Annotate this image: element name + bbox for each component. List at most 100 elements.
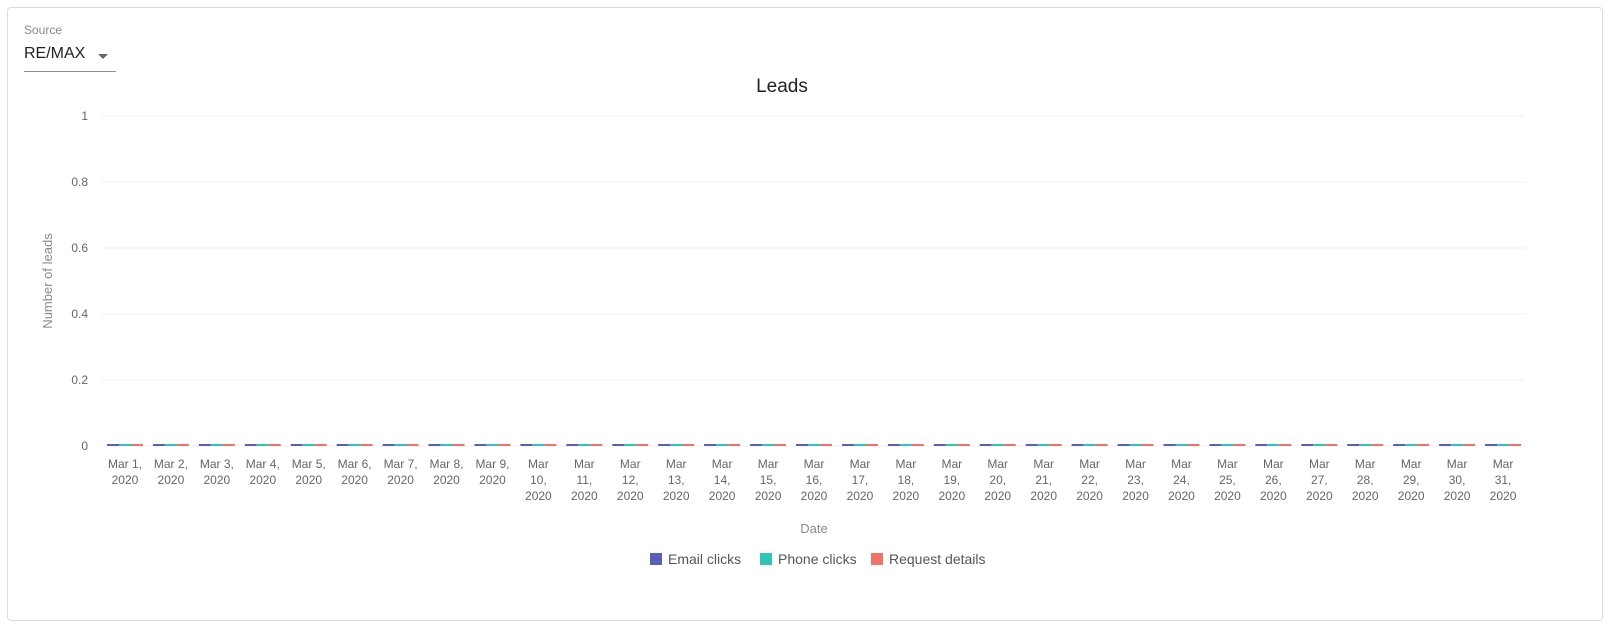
bar-email[interactable] bbox=[841, 444, 854, 446]
bar-request[interactable] bbox=[774, 444, 787, 446]
bar-email[interactable] bbox=[979, 444, 992, 446]
bar-phone[interactable] bbox=[1221, 444, 1234, 446]
source-select-value: RE/MAX bbox=[24, 45, 86, 62]
bar-phone[interactable] bbox=[1451, 444, 1464, 446]
source-select[interactable]: RE/MAX bbox=[24, 43, 116, 72]
bar-email[interactable] bbox=[1025, 444, 1038, 446]
bar-email[interactable] bbox=[152, 444, 165, 446]
legend-swatch bbox=[650, 553, 662, 565]
legend-item-request[interactable]: Request details bbox=[871, 551, 986, 567]
x-tick-line: Mar bbox=[666, 457, 687, 471]
bar-phone[interactable] bbox=[164, 444, 177, 446]
bar-phone[interactable] bbox=[440, 444, 453, 446]
bar-phone[interactable] bbox=[532, 444, 545, 446]
bar-request[interactable] bbox=[1509, 444, 1522, 446]
bar-phone[interactable] bbox=[1037, 444, 1050, 446]
bar-phone[interactable] bbox=[486, 444, 499, 446]
bar-request[interactable] bbox=[1417, 444, 1430, 446]
bar-email[interactable] bbox=[1393, 444, 1406, 446]
bar-request[interactable] bbox=[1371, 444, 1384, 446]
bar-request[interactable] bbox=[682, 444, 695, 446]
bar-email[interactable] bbox=[1071, 444, 1084, 446]
bar-email[interactable] bbox=[887, 444, 900, 446]
bar-phone[interactable] bbox=[1497, 444, 1510, 446]
bar-phone[interactable] bbox=[1129, 444, 1142, 446]
bar-phone[interactable] bbox=[1083, 444, 1096, 446]
bar-phone[interactable] bbox=[716, 444, 729, 446]
bar-request[interactable] bbox=[544, 444, 557, 446]
bar-email[interactable] bbox=[1301, 444, 1314, 446]
bar-request[interactable] bbox=[590, 444, 603, 446]
bar-request[interactable] bbox=[498, 444, 511, 446]
bar-email[interactable] bbox=[750, 444, 763, 446]
bar-request[interactable] bbox=[268, 444, 281, 446]
bar-request[interactable] bbox=[406, 444, 419, 446]
bar-request[interactable] bbox=[1003, 444, 1016, 446]
bar-email[interactable] bbox=[198, 444, 211, 446]
bar-phone[interactable] bbox=[302, 444, 315, 446]
bar-email[interactable] bbox=[244, 444, 257, 446]
bar-email[interactable] bbox=[290, 444, 303, 446]
bar-email[interactable] bbox=[428, 444, 441, 446]
legend-item-email[interactable]: Email clicks bbox=[650, 551, 741, 567]
bar-email[interactable] bbox=[704, 444, 717, 446]
bar-request[interactable] bbox=[1463, 444, 1476, 446]
bar-request[interactable] bbox=[1325, 444, 1338, 446]
bar-request[interactable] bbox=[1095, 444, 1108, 446]
bar-request[interactable] bbox=[130, 444, 143, 446]
bar-phone[interactable] bbox=[945, 444, 958, 446]
bar-request[interactable] bbox=[1233, 444, 1246, 446]
bar-email[interactable] bbox=[520, 444, 533, 446]
bar-request[interactable] bbox=[452, 444, 465, 446]
bar-email[interactable] bbox=[1347, 444, 1360, 446]
bar-email[interactable] bbox=[566, 444, 579, 446]
bar-phone[interactable] bbox=[808, 444, 820, 446]
bar-email[interactable] bbox=[612, 444, 625, 446]
bar-request[interactable] bbox=[1279, 444, 1292, 446]
bar-email[interactable] bbox=[796, 444, 808, 446]
bar-email[interactable] bbox=[106, 444, 119, 446]
bar-email[interactable] bbox=[1485, 444, 1498, 446]
bar-phone[interactable] bbox=[210, 444, 223, 446]
bar-request[interactable] bbox=[636, 444, 649, 446]
bar-phone[interactable] bbox=[853, 444, 866, 446]
bar-phone[interactable] bbox=[991, 444, 1004, 446]
bar-request[interactable] bbox=[314, 444, 327, 446]
bar-request[interactable] bbox=[176, 444, 189, 446]
bar-phone[interactable] bbox=[348, 444, 361, 446]
bar-phone[interactable] bbox=[1267, 444, 1280, 446]
bar-request[interactable] bbox=[820, 444, 832, 446]
legend-item-phone[interactable]: Phone clicks bbox=[760, 551, 857, 567]
bar-phone[interactable] bbox=[762, 444, 775, 446]
bar-email[interactable] bbox=[658, 444, 671, 446]
bar-phone[interactable] bbox=[578, 444, 591, 446]
bar-request[interactable] bbox=[865, 444, 878, 446]
bar-request[interactable] bbox=[222, 444, 235, 446]
bar-request[interactable] bbox=[911, 444, 924, 446]
bar-request[interactable] bbox=[728, 444, 741, 446]
bar-phone[interactable] bbox=[394, 444, 407, 446]
bar-email[interactable] bbox=[1439, 444, 1452, 446]
bar-phone[interactable] bbox=[1405, 444, 1418, 446]
bar-request[interactable] bbox=[957, 444, 970, 446]
bar-email[interactable] bbox=[1117, 444, 1130, 446]
bar-email[interactable] bbox=[1255, 444, 1268, 446]
bar-email[interactable] bbox=[336, 444, 349, 446]
bar-phone[interactable] bbox=[118, 444, 131, 446]
bar-request[interactable] bbox=[1141, 444, 1154, 446]
bar-email[interactable] bbox=[474, 444, 487, 446]
bar-phone[interactable] bbox=[256, 444, 269, 446]
bar-phone[interactable] bbox=[670, 444, 683, 446]
bar-email[interactable] bbox=[1163, 444, 1176, 446]
bar-phone[interactable] bbox=[1175, 444, 1188, 446]
bar-phone[interactable] bbox=[1313, 444, 1326, 446]
bar-request[interactable] bbox=[360, 444, 373, 446]
bar-email[interactable] bbox=[1209, 444, 1222, 446]
bar-email[interactable] bbox=[933, 444, 946, 446]
bar-phone[interactable] bbox=[899, 444, 912, 446]
bar-phone[interactable] bbox=[624, 444, 637, 446]
bar-phone[interactable] bbox=[1359, 444, 1372, 446]
bar-request[interactable] bbox=[1187, 444, 1200, 446]
bar-email[interactable] bbox=[382, 444, 395, 446]
bar-request[interactable] bbox=[1049, 444, 1062, 446]
